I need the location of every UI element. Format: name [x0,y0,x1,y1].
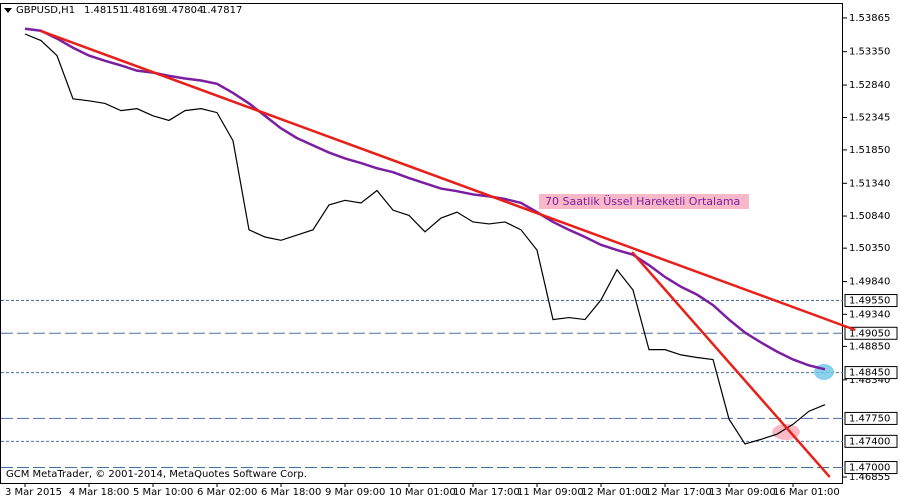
y-tick-label: 1.52345 [849,112,890,123]
x-tick-label: 3 Mar 2015 [5,487,62,498]
level-label: 1.47750 [849,413,890,424]
y-tick-label: 1.53865 [849,13,890,24]
x-tick-label: 16 Mar 01:00 [773,487,840,498]
plot-frame [0,3,843,484]
x-tick-label: 13 Mar 09:00 [709,487,776,498]
open: 1.48151 [84,5,125,16]
level-label-box [844,461,898,475]
x-tick-label: 5 Mar 10:00 [133,487,193,498]
y-tick-label: 1.50350 [849,243,890,254]
y-tick-label: 1.51340 [849,178,890,189]
symbol: GBPUSD,H1 [16,5,75,16]
y-tick-label: 1.48340 [849,375,890,386]
x-tick-label: 6 Mar 02:00 [197,487,257,498]
price-line [24,33,826,445]
x-tick-label: 10 Mar 01:00 [389,487,456,498]
footer: GCM MetaTrader, © 2001-2014, MetaQuotes … [6,469,307,480]
y-tick-label: 1.53350 [849,47,890,58]
x-tick-label: 4 Mar 18:00 [69,487,129,498]
trend-line [631,251,831,478]
y-tick-label: 1.49840 [849,277,890,288]
low: 1.47804 [162,5,203,16]
level-label: 1.49550 [849,296,890,307]
level-label-box [844,294,898,308]
x-tick-label: 9 Mar 09:00 [325,487,385,498]
menu-arrow [4,8,12,13]
x-tick-label: 12 Mar 01:00 [581,487,648,498]
y-tick-label: 1.52840 [849,80,890,91]
level-label-box [844,326,898,340]
y-tick-label: 1.50840 [849,211,890,222]
level-label: 1.48450 [849,368,890,379]
annotation-box [539,194,749,209]
y-tick-label: 1.49340 [849,309,890,320]
level-label-box [844,434,898,448]
level-label: 1.47000 [849,463,890,474]
level-label-box [844,411,898,425]
trend-line [39,29,856,332]
x-tick-label: 6 Mar 18:00 [261,487,321,498]
x-tick-label: 11 Mar 09:00 [517,487,584,498]
level-label: 1.47400 [849,436,890,447]
close: 1.47817 [201,5,242,16]
y-tick-label: 1.51850 [849,145,890,156]
y-tick-label: 1.48850 [849,341,890,352]
level-label-box [844,366,898,380]
x-tick-label: 12 Mar 17:00 [645,487,712,498]
x-tick-label: 10 Mar 17:00 [453,487,520,498]
y-tick-label: 1.46855 [849,472,890,483]
annotation: 70 Saatlik Üssel Hareketli Ortalama [545,195,740,208]
level-label: 1.49050 [849,328,890,339]
high: 1.48169 [123,5,164,16]
